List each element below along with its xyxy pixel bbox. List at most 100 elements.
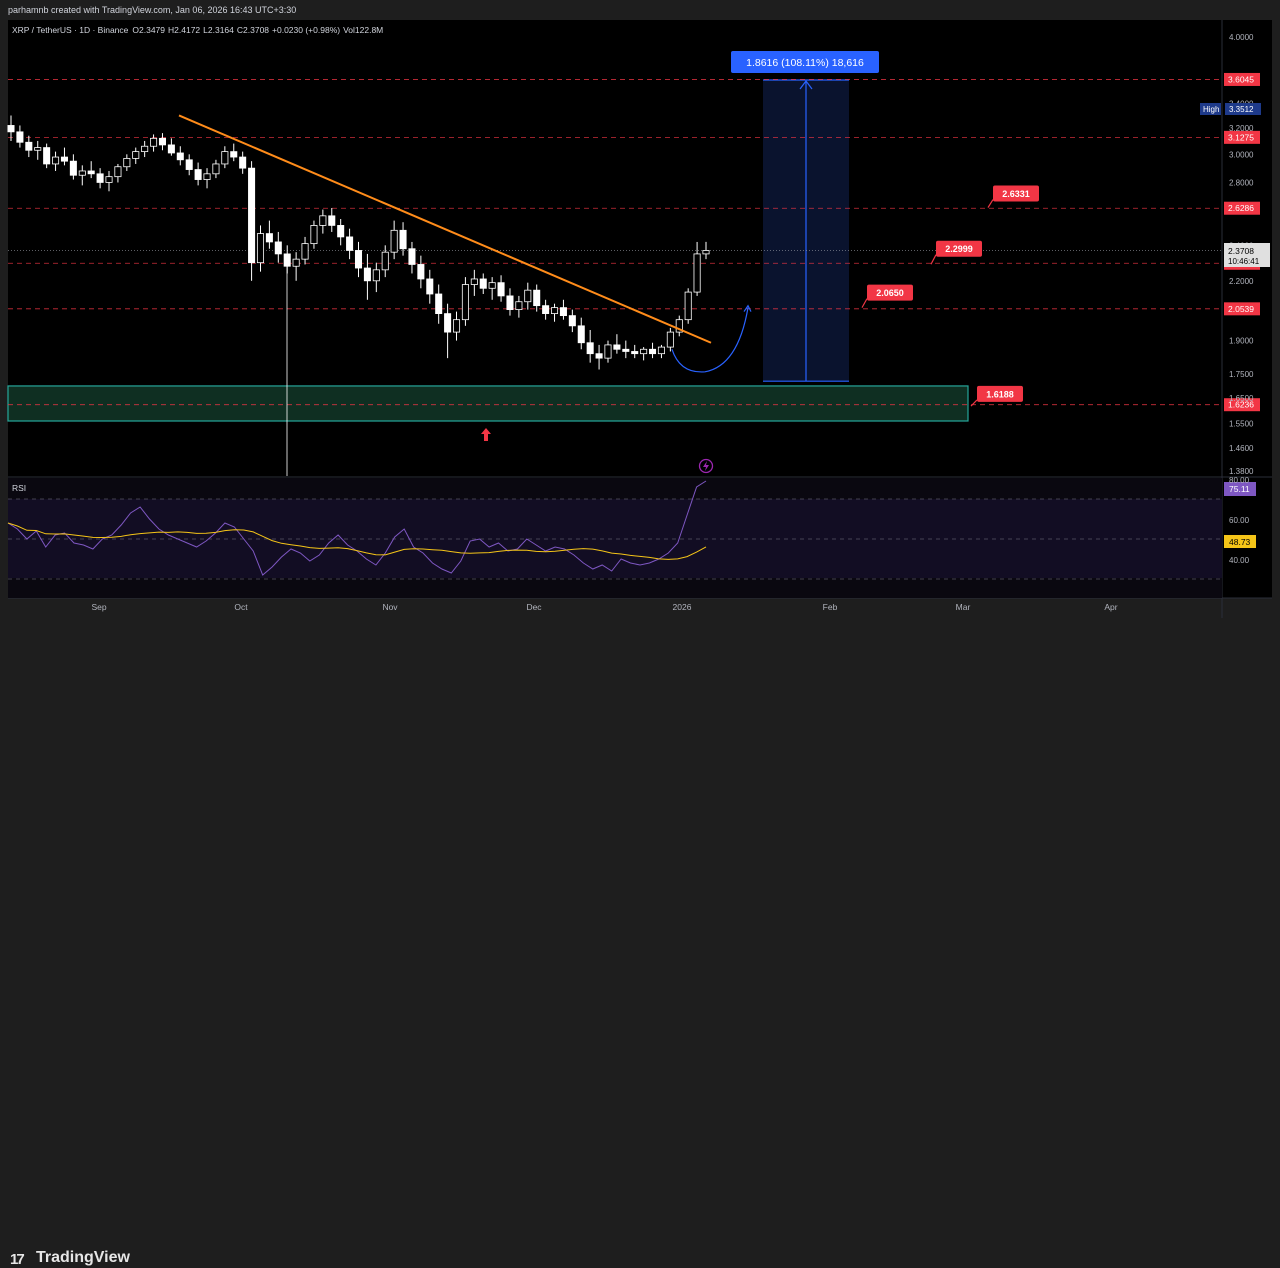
candle-body <box>666 331 674 348</box>
lightning-icon[interactable] <box>698 458 714 474</box>
candle-body <box>354 250 363 269</box>
level-tag-label: 3.1275 <box>1228 132 1254 142</box>
time-label: Apr <box>1104 602 1117 612</box>
candle-body <box>176 152 184 161</box>
candle-body <box>631 351 639 355</box>
level-tag-label: 3.6045 <box>1228 74 1254 84</box>
candle-body <box>613 344 621 350</box>
candle-body <box>640 348 648 355</box>
high-value-tag <box>1225 103 1261 115</box>
level-tag <box>1224 201 1260 215</box>
candle-body <box>310 225 318 245</box>
price-tick: 1.7500 <box>1229 370 1254 379</box>
candle-body <box>488 282 496 289</box>
candle-body <box>470 278 478 285</box>
rsi-value-tag <box>1224 482 1256 496</box>
candle-body <box>132 151 140 159</box>
trendline-line <box>178 114 712 344</box>
candle-body <box>533 289 541 307</box>
countdown: 10:46:41 <box>1228 257 1260 266</box>
candle-body <box>542 305 550 315</box>
price-tick: 1.3800 <box>1229 467 1254 476</box>
measure-arrow-head <box>799 79 813 90</box>
candle-body <box>568 315 576 327</box>
candle-body <box>274 241 282 255</box>
time-axis: Sep Oct Nov Dec 2026 Feb Mar Apr <box>91 602 1117 612</box>
price-tick: 3.2000 <box>1229 124 1254 133</box>
high-value: 3.3512 <box>1229 105 1254 114</box>
candle-body <box>408 248 416 265</box>
time-label: Dec <box>526 602 542 612</box>
time-label: Mar <box>956 602 971 612</box>
time-label: 2026 <box>673 602 692 612</box>
candle-body <box>185 159 193 170</box>
candle-body <box>69 160 77 176</box>
rsi-label: RSI <box>12 483 26 493</box>
callout-box <box>993 185 1039 202</box>
measure-label-box <box>731 51 879 73</box>
time-label: Feb <box>823 602 838 612</box>
candle-body <box>328 215 336 226</box>
time-label: Nov <box>382 602 398 612</box>
candles <box>7 115 710 476</box>
candle-body <box>265 233 273 243</box>
candle-body <box>684 291 692 321</box>
tradingview-logo-icon: 17 <box>10 1251 25 1268</box>
rsi-ma-value: 48.73 <box>1229 537 1251 547</box>
price-tick: 1.9000 <box>1229 337 1254 346</box>
candle-body <box>43 147 51 165</box>
level-tag-label: 2.0539 <box>1228 304 1254 314</box>
demand-zone[interactable] <box>7 385 969 422</box>
measure-tool[interactable] <box>763 79 849 382</box>
candle-body <box>256 233 265 264</box>
candle-body <box>435 293 443 315</box>
rsi-lines <box>7 480 1222 580</box>
callout-leader <box>861 298 868 308</box>
callout-leader <box>970 399 978 407</box>
rsi-ma-tag <box>1224 535 1256 548</box>
candle-body <box>78 170 86 176</box>
current-price: 2.3708 <box>1228 246 1254 256</box>
candle-body <box>239 156 247 169</box>
price-tick: 4.0000 <box>1229 33 1254 42</box>
candle-body <box>105 176 113 183</box>
trendline[interactable] <box>178 114 712 344</box>
price-tick: 1.6500 <box>1229 394 1254 403</box>
candle-body <box>675 319 683 333</box>
candle-body <box>230 151 238 158</box>
candle-body <box>444 313 452 333</box>
level-tag <box>1224 302 1260 316</box>
candle-body <box>452 319 461 333</box>
level-tag <box>1224 72 1260 86</box>
level-tag-label: 1.6236 <box>1228 400 1254 410</box>
candle-body <box>248 167 256 264</box>
callout-box <box>977 385 1023 402</box>
level-tag <box>1224 398 1260 412</box>
candle-body <box>337 225 345 238</box>
symbol-line: XRP / TetherUS · 1D · Binance O2.3479 H2.4… <box>12 25 383 35</box>
candle-body <box>497 282 505 297</box>
candle-body <box>141 145 149 153</box>
attribution-bar: parhamnb created with TradingView.com, J… <box>0 0 1280 20</box>
level-tag <box>1224 130 1260 144</box>
candle-body <box>559 307 567 317</box>
candle-body <box>114 166 122 178</box>
price-tick: 2.2000 <box>1229 277 1254 286</box>
rsi-band <box>8 499 1222 578</box>
candle-body <box>524 289 532 303</box>
candle-body <box>346 236 354 251</box>
time-label: Oct <box>234 602 248 612</box>
candle-body <box>693 253 701 293</box>
level-tag-label: 2.6286 <box>1228 203 1254 213</box>
candle-body <box>595 353 603 359</box>
rsi-tick-60: 60.00 <box>1229 516 1250 525</box>
candle-body <box>60 156 68 162</box>
candle-body <box>34 147 42 151</box>
footer: 17 TradingView <box>0 618 1280 1268</box>
candle-body <box>301 243 309 260</box>
candle-body <box>319 215 327 226</box>
candle-body <box>7 125 15 133</box>
candle-body <box>25 141 33 151</box>
